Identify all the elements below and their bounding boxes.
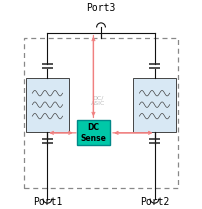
Text: Port3: Port3 <box>86 3 116 13</box>
Text: DC/
ASIC: DC/ ASIC <box>91 95 105 106</box>
Text: Port1: Port1 <box>33 197 62 207</box>
Bar <box>24 38 178 188</box>
Text: Port2: Port2 <box>140 197 169 207</box>
Text: DC
Sense: DC Sense <box>80 123 106 143</box>
Bar <box>133 78 176 132</box>
Bar <box>26 78 69 132</box>
Bar <box>77 120 110 145</box>
